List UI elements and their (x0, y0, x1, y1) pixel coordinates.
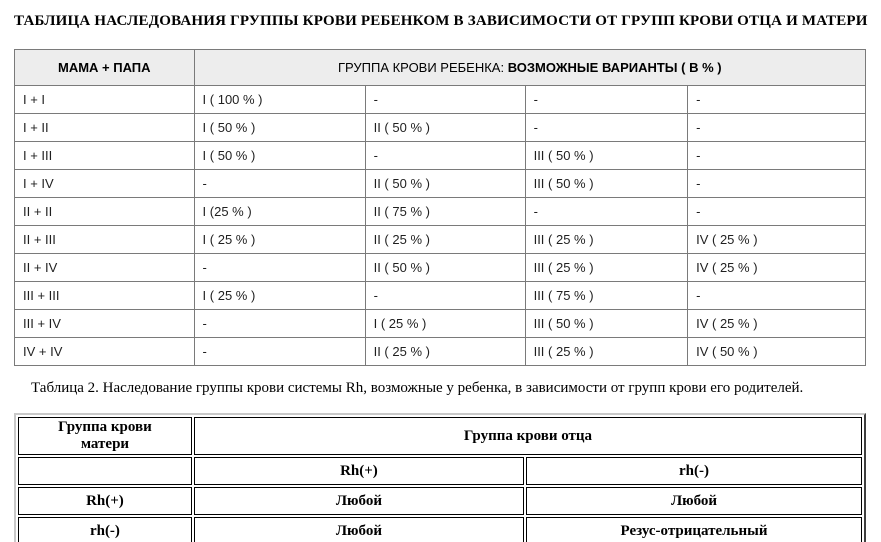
parents-cell: I + IV (14, 169, 195, 198)
parents-cell: III + IV (14, 309, 195, 338)
table-row: II + IV - II ( 50 % ) III ( 25 % ) IV ( … (14, 253, 866, 282)
table-row: I + I I ( 100 % ) - - - (14, 85, 866, 114)
table1-header-variants-label: ВОЗМОЖНЫЕ ВАРИАНТЫ ( В % ) (507, 60, 722, 75)
variant-cell: - (364, 141, 526, 170)
table-row: II + III I ( 25 % ) II ( 25 % ) III ( 25… (14, 225, 866, 254)
variant-cell: - (193, 309, 366, 338)
mother-header-label: Группа крови матери (58, 419, 152, 452)
variant-cell: I ( 25 % ) (193, 225, 366, 254)
variant-cell: I ( 25 % ) (364, 309, 526, 338)
parents-cell: II + III (14, 225, 195, 254)
table-row: I + II I ( 50 % ) II ( 50 % ) - - (14, 113, 866, 142)
variant-cell: I ( 25 % ) (193, 281, 366, 310)
variant-cell: I (25 % ) (193, 197, 366, 226)
variant-cell: - (687, 169, 866, 198)
variant-cell: III ( 75 % ) (524, 281, 689, 310)
table1-header-child-label: ГРУППА КРОВИ РЕБЕНКА: (337, 60, 508, 75)
variant-cell: - (687, 85, 866, 114)
variant-cell: - (687, 141, 866, 170)
variant-cell: - (524, 113, 689, 142)
mother-header-cell: Группа крови матери (18, 417, 192, 455)
variant-cell: III ( 25 % ) (524, 337, 689, 366)
variant-cell: - (364, 281, 526, 310)
variant-cell: II ( 50 % ) (364, 169, 526, 198)
variant-cell: IV ( 25 % ) (687, 253, 866, 282)
parents-cell: III + III (14, 281, 195, 310)
parents-cell: I + I (14, 85, 195, 114)
variant-cell: - (364, 85, 526, 114)
table2-header-row: Группа крови матери Группа крови отца (18, 417, 862, 455)
variant-cell: I ( 50 % ) (193, 113, 366, 142)
parents-cell: IV + IV (14, 337, 195, 366)
variant-cell: - (687, 113, 866, 142)
variant-cell: I ( 50 % ) (193, 141, 366, 170)
father-rh-negative-header: rh(-) (525, 457, 862, 485)
table-row: II + II I (25 % ) II ( 75 % ) - - (14, 197, 866, 226)
mother-rh-cell: rh(-) (18, 517, 192, 542)
parents-cell: II + II (14, 197, 195, 226)
variant-cell: III ( 50 % ) (524, 141, 689, 170)
variant-cell: - (524, 85, 689, 114)
table-row: III + IV - I ( 25 % ) III ( 50 % ) IV ( … (14, 309, 866, 338)
variant-cell: III ( 25 % ) (524, 225, 689, 254)
variant-cell: - (193, 169, 366, 198)
result-cell: Любой (193, 517, 524, 542)
variant-cell: - (193, 337, 366, 366)
blood-group-inheritance-table: МАМА + ПАПА ГРУППА КРОВИ РЕБЕНКА: ВОЗМОЖ… (14, 49, 867, 366)
empty-cell (18, 457, 192, 485)
mother-rh-cell: Rh(+) (18, 487, 192, 515)
result-cell: Резус-отрицательный (525, 517, 862, 542)
father-header-cell: Группа крови отца (193, 417, 862, 455)
variant-cell: II ( 50 % ) (364, 113, 526, 142)
variant-cell: - (193, 253, 366, 282)
variant-cell: - (524, 197, 689, 226)
variant-cell: III ( 50 % ) (524, 309, 689, 338)
parents-cell: II + IV (14, 253, 195, 282)
variant-cell: - (687, 281, 866, 310)
variant-cell: II ( 50 % ) (364, 253, 526, 282)
page-title: ТАБЛИЦА НАСЛЕДОВАНИЯ ГРУППЫ КРОВИ РЕБЕНК… (14, 13, 868, 29)
table-row: rh(-) Любой Резус-отрицательный (18, 517, 862, 542)
parents-cell: I + II (14, 113, 195, 142)
variant-cell: III ( 50 % ) (524, 169, 689, 198)
table1-header-variants: ГРУППА КРОВИ РЕБЕНКА: ВОЗМОЖНЫЕ ВАРИАНТЫ… (193, 49, 867, 86)
table-row: I + III I ( 50 % ) - III ( 50 % ) - (14, 141, 866, 170)
variant-cell: III ( 25 % ) (524, 253, 689, 282)
father-rh-positive-header: Rh(+) (193, 457, 524, 485)
table-row: Rh(+) Любой Любой (18, 487, 862, 515)
table-row: III + III I ( 25 % ) - III ( 75 % ) - (14, 281, 866, 310)
variant-cell: IV ( 50 % ) (687, 337, 866, 366)
variant-cell: - (687, 197, 866, 226)
rh-inheritance-table: Группа крови матери Группа крови отца Rh… (14, 413, 866, 542)
variant-cell: I ( 100 % ) (193, 85, 366, 114)
table-row: I + IV - II ( 50 % ) III ( 50 % ) - (14, 169, 866, 198)
table-row: IV + IV - II ( 25 % ) III ( 25 % ) IV ( … (14, 337, 866, 366)
table1-header-row: МАМА + ПАПА ГРУППА КРОВИ РЕБЕНКА: ВОЗМОЖ… (14, 49, 867, 86)
variant-cell: IV ( 25 % ) (687, 309, 866, 338)
variant-cell: IV ( 25 % ) (687, 225, 866, 254)
table2-caption: Таблица 2. Наследование группы крови сис… (31, 380, 804, 396)
parents-cell: I + III (14, 141, 195, 170)
variant-cell: II ( 75 % ) (364, 197, 526, 226)
variant-cell: II ( 25 % ) (364, 225, 526, 254)
result-cell: Любой (193, 487, 524, 515)
variant-cell: II ( 25 % ) (364, 337, 526, 366)
result-cell: Любой (525, 487, 862, 515)
table2-subheader-row: Rh(+) rh(-) (18, 457, 862, 485)
table1-header-parents: МАМА + ПАПА (14, 49, 195, 86)
